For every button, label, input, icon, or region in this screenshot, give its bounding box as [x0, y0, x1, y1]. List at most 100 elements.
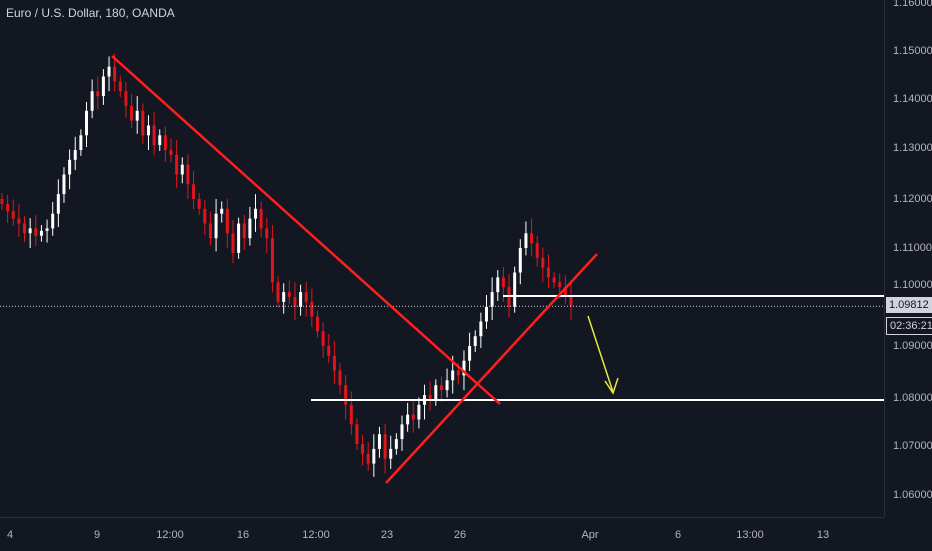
candle-up — [180, 164, 184, 175]
candle-up — [484, 306, 488, 322]
candle-down — [225, 208, 229, 234]
time-tick: 6 — [674, 529, 682, 541]
time-tick: 26 — [453, 529, 467, 541]
candle-up — [389, 448, 393, 459]
candle-down — [265, 228, 269, 239]
projection-arrow-line — [587, 315, 614, 393]
candle-up — [406, 414, 410, 425]
price-tick: 1.16000 — [893, 0, 932, 9]
candle-up — [68, 159, 72, 175]
symbol-title: Euro / U.S. Dollar, 180, OANDA — [6, 6, 175, 20]
candle-down — [327, 346, 331, 356]
candle-down — [186, 164, 190, 185]
candle-down — [34, 228, 38, 236]
candle-down — [17, 218, 21, 224]
candle-down — [0, 199, 4, 204]
candle-down — [546, 267, 550, 278]
ascending-trendline — [385, 253, 598, 484]
chart-area[interactable]: Euro / U.S. Dollar, 180, OANDA — [0, 0, 884, 517]
candle-up — [62, 174, 66, 195]
candle-down — [152, 125, 156, 146]
candle-up — [101, 76, 105, 97]
candle-up — [394, 439, 398, 449]
candle-down — [96, 91, 100, 97]
candle-up — [445, 380, 449, 391]
descending-trendline — [111, 55, 501, 405]
candle-up — [39, 230, 43, 236]
candle-down — [349, 404, 353, 425]
candle-down — [310, 301, 314, 317]
candle-up — [158, 135, 162, 146]
candle-down — [344, 385, 348, 405]
candle-down — [141, 110, 145, 136]
time-tick: 13 — [816, 529, 830, 541]
candle-down — [428, 395, 432, 400]
candle-down — [338, 370, 342, 386]
candle-up — [372, 448, 376, 464]
candle-down — [293, 297, 297, 307]
candle-down — [259, 208, 263, 229]
price-axis[interactable]: 1.16000 1.15000 1.14000 1.13000 1.12000 … — [884, 0, 932, 517]
candle-down — [361, 444, 365, 454]
candle-up — [51, 213, 55, 229]
candle-down — [113, 66, 117, 82]
candle-up — [468, 346, 472, 361]
candle-down — [203, 208, 207, 224]
candle-up — [90, 91, 94, 111]
candle-down — [501, 277, 505, 288]
candle-down — [270, 238, 274, 283]
candle-down — [569, 297, 573, 307]
time-tick: 9 — [93, 529, 101, 541]
candle-down — [315, 316, 319, 332]
candle-down — [124, 91, 128, 106]
candle-up — [254, 208, 258, 219]
price-plot[interactable] — [0, 0, 884, 517]
candle-up — [434, 385, 438, 400]
candle-down — [192, 184, 196, 199]
candle-up — [28, 228, 32, 234]
candle-down — [411, 414, 415, 420]
candle-down — [304, 292, 308, 302]
candle-down — [175, 154, 179, 175]
candle-up — [248, 218, 252, 239]
candle-up — [135, 110, 139, 121]
candle-down — [118, 81, 122, 92]
candle-up — [45, 228, 49, 231]
candle-up — [462, 360, 466, 376]
candle-down — [530, 233, 534, 244]
price-tick: 1.08000 — [893, 392, 932, 404]
candle-up — [513, 272, 517, 307]
candle-up — [146, 125, 150, 136]
candle-down — [231, 233, 235, 253]
time-tick: 12:00 — [156, 529, 184, 541]
time-axis[interactable]: 4 9 12:00 16 12:00 23 26 Apr 6 13:00 13 — [0, 517, 884, 551]
candle-down — [558, 282, 562, 288]
candle-down — [11, 211, 15, 219]
candle-up — [490, 292, 494, 307]
candle-down — [552, 277, 556, 283]
candle-down — [383, 434, 387, 459]
candle-down — [366, 453, 370, 464]
candle-up — [56, 194, 60, 214]
candle-down — [456, 370, 460, 376]
candle-down — [321, 331, 325, 346]
price-tick: 1.13000 — [893, 142, 932, 154]
time-tick: 13:00 — [736, 529, 764, 541]
price-tick: 1.09000 — [893, 340, 932, 352]
candle-up — [214, 213, 218, 239]
candle-up — [417, 404, 421, 420]
candle-up — [220, 208, 224, 214]
candle-up — [400, 424, 404, 440]
candle-down — [287, 292, 291, 297]
price-tick: 1.12000 — [893, 193, 932, 205]
candle-down — [208, 223, 212, 239]
price-tick: 1.15000 — [893, 45, 932, 57]
candle-up — [73, 150, 77, 160]
candle-countdown-label: 02:36:21 — [886, 317, 932, 335]
candle-up — [282, 292, 286, 302]
candle-up — [473, 336, 477, 346]
current-price-label: 1.09812 — [886, 297, 932, 313]
price-tick: 1.07000 — [893, 440, 932, 452]
candle-down — [563, 287, 567, 297]
candle-down — [163, 135, 167, 150]
